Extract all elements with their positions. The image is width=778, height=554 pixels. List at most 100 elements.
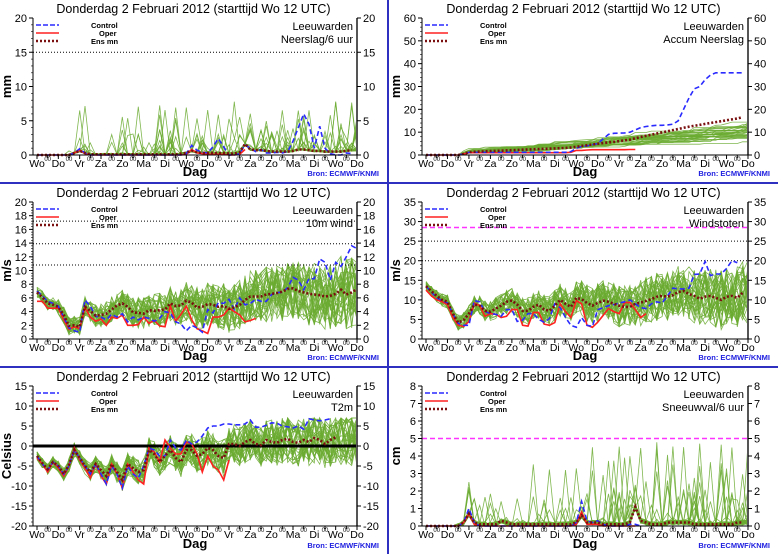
x-day-label: Do	[201, 342, 215, 354]
x-day-label: Di	[700, 158, 710, 170]
x-day-label: Di	[550, 158, 560, 170]
x-midnight-label: 00	[541, 528, 548, 534]
chart-subtitle: Windstoten	[689, 218, 744, 230]
x-midnight-label: 00	[433, 528, 440, 534]
x-midnight-label: 00	[691, 528, 698, 534]
y-tick-label-right: 18	[363, 211, 375, 223]
ensemble-member-line	[36, 416, 358, 485]
y-tick-label-right: 10	[754, 295, 766, 307]
x-midnight-label: 00	[343, 341, 350, 347]
x-day-label: Ma	[136, 158, 151, 170]
y-tick-label-right: 2	[363, 320, 369, 332]
panel-t2m: Donderdag 2 Februari 2012 (starttijd Wo …	[0, 368, 387, 554]
y-tick-label: -15	[11, 501, 27, 513]
source-label: Bron: ECMWF/KNMI	[698, 541, 770, 550]
ensemble-member-line	[36, 417, 358, 489]
x-midnight-label: 00	[215, 341, 222, 347]
x-day-label: Zo	[266, 529, 278, 541]
x-day-label: Za	[484, 158, 496, 170]
x-day-label: Ma	[286, 342, 301, 354]
x-day-label: Za	[95, 158, 107, 170]
x-midnight-label: 00	[44, 341, 51, 347]
y-tick-label-right: -10	[363, 481, 379, 493]
ensemble-member-line	[426, 446, 749, 527]
x-day-label: Di	[700, 529, 710, 541]
control-line	[36, 244, 358, 334]
location-label: Leeuwarden	[683, 21, 744, 33]
ensemble-member-line	[426, 446, 749, 527]
x-midnight-label: 00	[670, 157, 677, 163]
ensemble-members	[36, 255, 358, 336]
x-day-label: Za	[635, 158, 647, 170]
oper-line	[425, 289, 647, 329]
x-day-label: Ma	[286, 529, 301, 541]
y-tick-label-right: 8	[754, 381, 760, 393]
control-line	[425, 259, 738, 329]
y-tick-label: 15	[15, 47, 27, 59]
y-tick-label-right: 15	[363, 381, 375, 393]
x-day-label: Do	[201, 158, 215, 170]
x-midnight-label: 00	[541, 157, 548, 163]
x-midnight-label: 00	[215, 157, 222, 163]
source-label: Bron: ECMWF/KNMI	[307, 169, 379, 178]
ensemble-member-line	[425, 269, 749, 324]
y-tick-label: 15	[15, 381, 27, 393]
panel-windstoten: Donderdag 2 Februari 2012 (starttijd Wo …	[389, 184, 778, 366]
y-tick-label: 14	[15, 238, 27, 250]
panel-divider-horizontal	[0, 366, 778, 368]
x-midnight-label: 00	[455, 157, 462, 163]
x-day-label: Zo	[656, 529, 668, 541]
legend-label-control: Control	[91, 389, 118, 398]
y-tick-label-right: 0	[363, 334, 369, 346]
legend-label-oper: Oper	[99, 213, 117, 222]
x-midnight-label: 00	[66, 341, 73, 347]
x-day-label: Di	[309, 158, 319, 170]
y-tick-label-right: 10	[363, 401, 375, 413]
x-midnight-label: 00	[670, 528, 677, 534]
x-midnight-label: 00	[194, 528, 201, 534]
x-midnight-label: 00	[66, 157, 73, 163]
x-midnight-label: 00	[151, 341, 158, 347]
location-label: Leeuwarden	[292, 205, 353, 217]
y-tick-label: 5	[21, 421, 27, 433]
x-day-label: Za	[635, 342, 647, 354]
y-tick-label-right: 25	[754, 236, 766, 248]
y-tick-label-right: 0	[754, 521, 760, 533]
y-tick-label-right: 0	[754, 150, 760, 162]
x-day-label: Ma	[526, 342, 541, 354]
x-day-label: Wo	[418, 529, 434, 541]
x-day-label: Zo	[656, 158, 668, 170]
x-midnight-label: 00	[734, 528, 741, 534]
x-day-label: Za	[244, 529, 256, 541]
x-midnight-label: 00	[648, 528, 655, 534]
y-tick-label-right: 20	[363, 197, 375, 209]
chart-sneeuwval: Donderdag 2 Februari 2012 (starttijd Wo …	[389, 370, 770, 551]
y-tick-label-right: 10	[363, 82, 375, 94]
y-tick-label: 60	[404, 13, 416, 25]
ensemble-member-line	[426, 127, 748, 156]
y-tick-label: 5	[410, 434, 416, 446]
x-midnight-label: 00	[258, 157, 265, 163]
legend-label-ensmn: Ens mn	[91, 221, 119, 230]
x-midnight-label: 00	[343, 157, 350, 163]
y-tick-label-right: 50	[754, 36, 766, 48]
x-day-label: Di	[160, 158, 170, 170]
chart-wind10m: Donderdag 2 Februari 2012 (starttijd Wo …	[0, 186, 379, 363]
x-day-label: Wo	[29, 158, 45, 170]
y-tick-label-right: 40	[754, 59, 766, 71]
y-tick-label: 10	[404, 295, 416, 307]
x-day-label: Wo	[719, 529, 735, 541]
y-tick-label-right: 8	[363, 279, 369, 291]
location-label: Leeuwarden	[683, 205, 744, 217]
ensemble-member-line	[36, 266, 358, 333]
y-tick-label: 7	[410, 399, 416, 411]
x-midnight-label: 00	[605, 157, 612, 163]
legend-label-control: Control	[91, 205, 118, 214]
x-day-label: Di	[700, 342, 710, 354]
x-day-label: Wo	[719, 342, 735, 354]
x-midnight-label: 00	[476, 341, 483, 347]
y-tick-label: 20	[404, 256, 416, 268]
chart-title: Donderdag 2 Februari 2012 (starttijd Wo …	[56, 370, 330, 384]
